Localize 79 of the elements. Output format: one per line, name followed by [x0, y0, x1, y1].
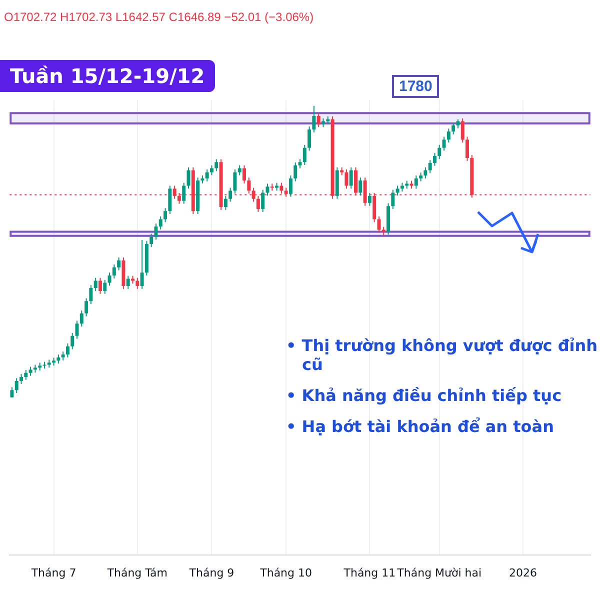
candlestick: [154, 223, 158, 240]
candlestick: [205, 168, 209, 182]
candlestick: [349, 166, 353, 190]
chart-subtitle: O1702.72 H1702.73 L1642.57 C1646.89 −52.01 (−3.06%): [4, 10, 314, 24]
candlestick: [233, 168, 237, 194]
candlestick: [228, 187, 232, 202]
x-tick-label: Tháng Tám: [106, 566, 168, 580]
candlestick: [158, 216, 162, 230]
candlestick: [98, 277, 102, 294]
candlestick: [424, 166, 428, 179]
x-tick-label: Tháng 9: [188, 566, 234, 580]
candlestick: [308, 126, 312, 152]
candlestick: [210, 164, 214, 176]
x-tick-label: Tháng 11: [342, 566, 396, 580]
candlestick: [298, 158, 302, 169]
candlestick: [242, 164, 246, 184]
candlestick: [414, 175, 418, 190]
candlestick: [288, 175, 292, 198]
candlestick: [56, 354, 60, 364]
chart-title: Tuần 15/12-19/12: [0, 60, 215, 92]
candlestick: [302, 144, 306, 166]
candlestick: [363, 177, 367, 206]
candlestick: [452, 122, 456, 135]
candlestick: [168, 185, 172, 214]
candlestick: [20, 374, 23, 384]
candlestick: [442, 136, 446, 152]
candlestick: [368, 192, 372, 206]
candlestick: [382, 226, 386, 236]
candlestick: [126, 275, 130, 290]
x-tick-label: 2026: [509, 566, 537, 580]
candlestick: [214, 158, 218, 172]
x-tick-label: Tháng Mười hai: [396, 566, 482, 580]
candlestick: [456, 118, 460, 129]
candlestick: [66, 342, 70, 358]
candlestick: [140, 239, 144, 290]
candlestick: [344, 168, 348, 190]
candlestick: [108, 272, 112, 286]
candlestick: [438, 144, 442, 160]
candlestick: [261, 189, 265, 212]
annotation: • Thị trường không vượt được đỉnh cũ: [286, 336, 598, 374]
text: • Hạ bớt tài khoản để an toàn: [286, 417, 555, 436]
candlestick: [466, 136, 469, 162]
candlestick: [247, 177, 251, 194]
candlestick: [460, 118, 464, 144]
band-label: 1780: [392, 75, 440, 98]
candlestick: [164, 208, 168, 223]
candlestick: [428, 160, 432, 174]
candlestick: [112, 264, 116, 279]
candlestick: [10, 386, 14, 398]
candlestick: [14, 378, 18, 394]
candlestick: [28, 366, 32, 376]
candlestick: [396, 185, 400, 196]
candlestick: [70, 332, 74, 350]
candlestick: [224, 195, 228, 210]
candlestick: [391, 189, 395, 210]
candlestick: [103, 279, 107, 294]
candlestick: [377, 216, 381, 234]
candlestick: [446, 128, 450, 144]
candlestick: [312, 105, 316, 133]
candlestick: [172, 185, 176, 200]
candlestick: [136, 277, 140, 290]
candlestick: [182, 182, 186, 204]
candlestick: [89, 284, 93, 305]
candlestick: [266, 183, 270, 196]
x-tick-label: Tháng 7: [30, 566, 76, 580]
candlestick: [150, 233, 154, 248]
candlestick: [94, 277, 98, 292]
candlestick: [256, 195, 260, 212]
candlestick: [294, 162, 298, 182]
candlestick: [84, 298, 88, 317]
candlestick: [358, 177, 362, 196]
candlestick: [316, 112, 320, 128]
candlestick: [117, 256, 121, 271]
candlestick: [432, 152, 436, 166]
x-tick-label: Tháng 10: [259, 566, 312, 580]
annotation: • Khả năng điều chỉnh tiếp tục: [286, 386, 563, 405]
candlestick: [238, 164, 242, 176]
candlestick: [24, 369, 28, 380]
candlestick: [80, 310, 84, 328]
